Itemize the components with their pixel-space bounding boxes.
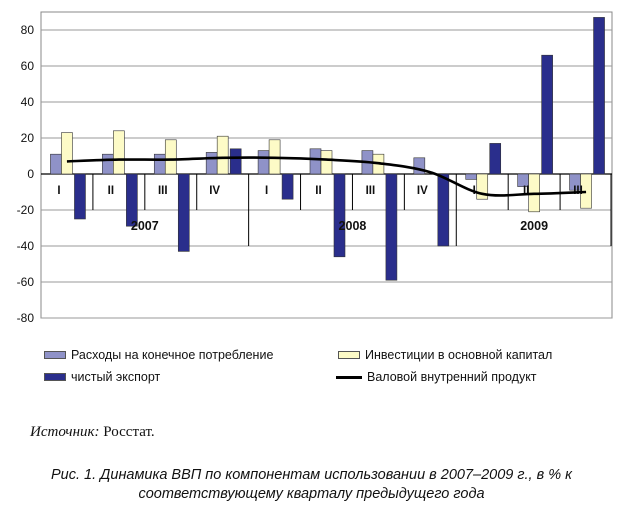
bar-net-export: [229, 148, 242, 175]
legend-label-gdp: Валовой внутренний продукт: [367, 370, 537, 384]
year-label: 2009: [520, 219, 548, 233]
quarter-label: III: [158, 185, 168, 197]
bar-consumption: [257, 150, 270, 175]
legend-item-net-export: чистый экспорт: [44, 370, 160, 384]
y-tick-label: 40: [21, 95, 35, 109]
legend-swatch-consumption: [44, 351, 66, 359]
bar-consumption: [205, 152, 218, 175]
bar-consumption: [309, 148, 322, 175]
legend-label-investment: Инвестиции в основной капитал: [365, 348, 553, 362]
y-tick-label: 20: [21, 131, 35, 145]
quarter-label: II: [523, 185, 529, 197]
bar-investment: [320, 150, 333, 175]
bar-net-export: [126, 173, 138, 227]
quarter-label: III: [366, 185, 376, 197]
quarter-label: I: [265, 185, 268, 197]
bar-net-export: [177, 173, 190, 252]
quarter-label: II: [108, 185, 114, 197]
legend-swatch-investment: [338, 351, 360, 359]
bar-net-export: [541, 54, 553, 175]
y-tick-label: 80: [21, 23, 35, 37]
quarter-label: III: [573, 185, 583, 197]
bar-consumption: [102, 153, 114, 175]
bar-consumption: [50, 153, 62, 175]
bar-net-export: [281, 173, 294, 200]
legend-item-investment: Инвестиции в основной капитал: [338, 348, 552, 362]
bar-investment: [164, 139, 177, 175]
y-tick-label: 0: [27, 167, 34, 181]
bar-investment: [476, 173, 489, 200]
year-label: 2007: [131, 219, 159, 233]
quarter-label: II: [315, 185, 321, 197]
year-label: 2008: [339, 219, 367, 233]
bar-investment: [61, 132, 73, 175]
bar-net-export: [489, 143, 502, 175]
bar-consumption: [413, 157, 426, 175]
bar-net-export: [385, 173, 398, 281]
quarter-label: I: [57, 185, 60, 197]
bar-net-export: [74, 173, 86, 220]
bar-investment: [216, 135, 229, 175]
y-tick-label: -60: [17, 275, 35, 289]
bar-net-export: [437, 173, 450, 247]
source-text: Росстат.: [103, 424, 155, 440]
legend-swatch-net-export: [44, 373, 66, 381]
legend-label-net-export: чистый экспорт: [71, 370, 161, 384]
y-tick-label: -40: [17, 239, 35, 253]
quarter-label: IV: [209, 185, 220, 197]
y-tick-label: 60: [21, 59, 35, 73]
bar-net-export: [593, 17, 605, 175]
bar-consumption: [153, 153, 166, 175]
legend-swatch-gdp: [336, 375, 362, 379]
y-tick-label: -80: [17, 311, 35, 325]
figure-caption: Рис. 1. Динамика ВВП по компонентам испо…: [51, 467, 572, 502]
y-tick-label: -20: [17, 203, 35, 217]
legend-item-consumption: Расходы на конечное потребление: [44, 348, 273, 362]
legend-label-consumption: Расходы на конечное потребление: [71, 348, 274, 362]
source-label: Источник:: [30, 424, 100, 440]
quarter-label: IV: [417, 185, 428, 197]
bar-net-export: [333, 173, 346, 258]
bar-investment: [113, 130, 125, 175]
source-note: Источник: Росстат.: [30, 424, 155, 441]
bar-consumption: [465, 173, 478, 180]
legend-item-gdp: Валовой внутренний продукт: [336, 370, 537, 384]
